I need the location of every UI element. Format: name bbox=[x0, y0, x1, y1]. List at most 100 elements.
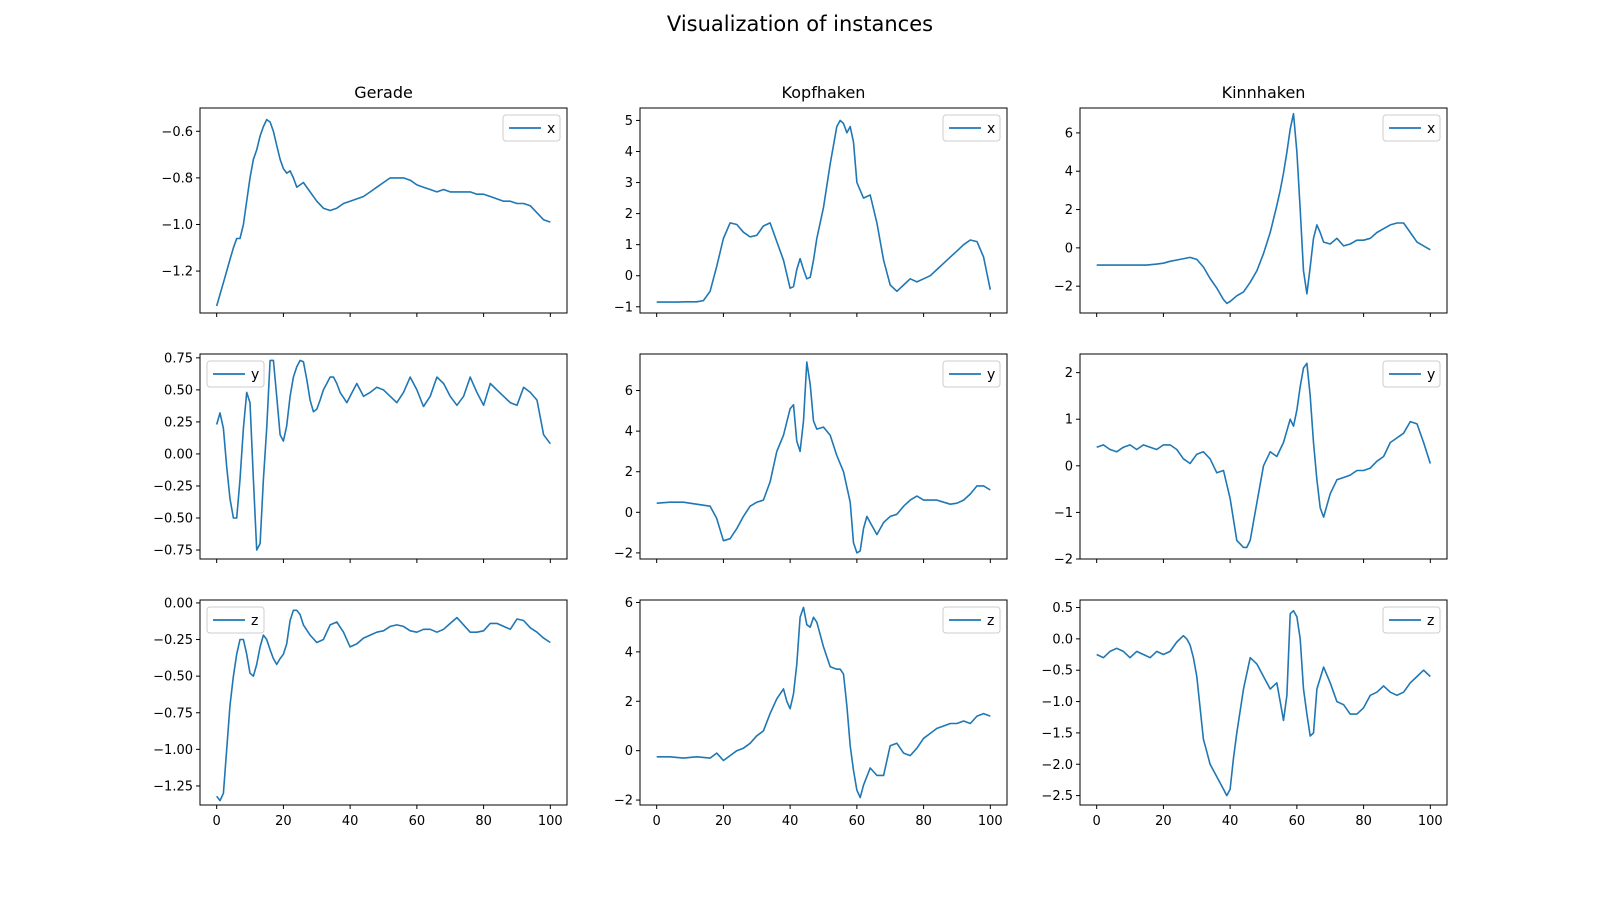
y-tick-label: −0.50 bbox=[153, 512, 193, 527]
subplot-title: Kinnhaken bbox=[1222, 83, 1306, 102]
y-tick-label: 4 bbox=[625, 645, 633, 660]
subplot-4: −0.75 −0.50 −0.25 0.00 0.25 0.50 0.75 y bbox=[153, 351, 568, 563]
y-tick-label: 2 bbox=[625, 465, 633, 480]
series-line bbox=[1096, 112, 1431, 305]
legend-label: z bbox=[1427, 613, 1434, 629]
x-tick-label: 0 bbox=[653, 814, 661, 829]
y-tick-label: 0.25 bbox=[164, 415, 193, 430]
y-tick-label: 0.00 bbox=[164, 596, 193, 611]
y-tick-label: 1 bbox=[1065, 413, 1073, 428]
y-tick-label: −0.5 bbox=[1041, 664, 1073, 679]
series-line bbox=[215, 359, 551, 551]
subplot-title: Gerade bbox=[354, 83, 413, 102]
legend: x bbox=[502, 114, 561, 142]
x-tick-label: 0 bbox=[1093, 814, 1101, 829]
y-tick-label: 6 bbox=[1065, 126, 1073, 141]
y-tick-label: −1.5 bbox=[1041, 726, 1073, 741]
x-tick-label: 60 bbox=[1289, 814, 1306, 829]
y-tick-label: 0 bbox=[625, 269, 633, 284]
x-tick-label: 80 bbox=[475, 814, 492, 829]
subplot-7: −1.25 −1.00 −0.75 −0.50 −0.25 0.00 0 20 40 60 80 10… bbox=[153, 596, 568, 829]
axes-frame bbox=[199, 107, 568, 314]
x-tick-label: 40 bbox=[342, 814, 359, 829]
series-line bbox=[656, 119, 992, 303]
y-tick-label: 6 bbox=[625, 596, 633, 611]
legend-label: x bbox=[547, 121, 555, 137]
legend-label: y bbox=[1427, 367, 1435, 383]
y-tick-label: −1.25 bbox=[153, 779, 193, 794]
y-tick-label: −0.75 bbox=[153, 706, 193, 721]
y-tick-label: −2.0 bbox=[1041, 758, 1073, 773]
y-tick-label: 0.50 bbox=[164, 383, 193, 398]
legend-label: x bbox=[987, 121, 995, 137]
x-tick-label: 20 bbox=[275, 814, 292, 829]
axes-frame bbox=[1079, 599, 1448, 806]
figure-title: Visualization of instances bbox=[666, 12, 934, 36]
y-tick-label: 0.00 bbox=[164, 447, 193, 462]
legend: z bbox=[942, 606, 1001, 634]
subplot-title: Kopfhaken bbox=[782, 83, 866, 102]
y-tick-label: 0 bbox=[1065, 459, 1073, 474]
y-tick-label: −0.75 bbox=[153, 544, 193, 559]
x-tick-label: 80 bbox=[915, 814, 932, 829]
y-tick-label: −0.25 bbox=[153, 479, 193, 494]
x-tick-label: 20 bbox=[715, 814, 732, 829]
legend-label: z bbox=[251, 613, 258, 629]
y-tick-label: −2.5 bbox=[1041, 789, 1073, 804]
axes-frame bbox=[1079, 353, 1448, 560]
subplot-9: −2.5 −2.0 −1.5 −1.0 −0.5 0.0 0.5 0 20 40 60 80 100 z bbox=[1041, 599, 1448, 829]
x-tick-label: 40 bbox=[1222, 814, 1239, 829]
y-tick-label: −2 bbox=[1054, 553, 1073, 568]
y-tick-label: −1.0 bbox=[161, 218, 193, 233]
y-tick-label: −0.8 bbox=[161, 171, 193, 186]
y-tick-label: −2 bbox=[614, 794, 633, 809]
axes-frame bbox=[639, 353, 1008, 560]
y-tick-label: 3 bbox=[625, 176, 633, 191]
y-tick-label: −1 bbox=[614, 300, 633, 315]
y-tick-label: −1 bbox=[1054, 506, 1073, 521]
axes-frame bbox=[639, 599, 1008, 806]
y-tick-label: 2 bbox=[625, 695, 633, 710]
subplot-5: −2 0 2 4 6 y bbox=[614, 353, 1008, 563]
y-tick-label: −1.00 bbox=[153, 743, 193, 758]
y-tick-label: 2 bbox=[1065, 366, 1073, 381]
axes-frame bbox=[199, 599, 568, 806]
y-tick-label: 2 bbox=[625, 207, 633, 222]
subplot-3: Kinnhaken −2 0 2 4 6 x bbox=[1054, 83, 1448, 317]
axes-frame bbox=[199, 353, 568, 560]
x-tick-label: 60 bbox=[409, 814, 426, 829]
y-tick-label: 0 bbox=[625, 506, 633, 521]
y-tick-label: −0.6 bbox=[161, 125, 193, 140]
legend: x bbox=[1382, 114, 1441, 142]
x-tick-label: 0 bbox=[213, 814, 221, 829]
y-tick-label: 4 bbox=[1065, 165, 1073, 180]
series-line bbox=[656, 606, 991, 799]
legend: y bbox=[1382, 360, 1441, 388]
legend-label: y bbox=[251, 367, 259, 383]
legend-label: y bbox=[987, 367, 995, 383]
y-tick-label: −1.2 bbox=[161, 265, 193, 280]
axes-frame bbox=[639, 107, 1008, 314]
y-tick-label: 4 bbox=[625, 425, 633, 440]
axes-frame bbox=[1079, 107, 1448, 314]
legend: z bbox=[206, 606, 265, 634]
y-tick-label: 5 bbox=[625, 114, 633, 129]
y-tick-label: 0.5 bbox=[1052, 601, 1073, 616]
y-tick-label: 0 bbox=[1065, 241, 1073, 256]
x-tick-label: 20 bbox=[1155, 814, 1172, 829]
x-tick-label: 80 bbox=[1355, 814, 1372, 829]
legend: x bbox=[942, 114, 1001, 142]
y-tick-label: 2 bbox=[1065, 203, 1073, 218]
x-tick-label: 100 bbox=[538, 814, 563, 829]
x-tick-label: 100 bbox=[978, 814, 1003, 829]
y-tick-label: −1.0 bbox=[1041, 695, 1073, 710]
y-tick-label: −2 bbox=[1054, 280, 1073, 295]
y-tick-label: 0 bbox=[625, 744, 633, 759]
y-tick-label: 6 bbox=[625, 384, 633, 399]
y-tick-label: −0.25 bbox=[153, 633, 193, 648]
legend: y bbox=[942, 360, 1001, 388]
x-tick-label: 40 bbox=[782, 814, 799, 829]
series-line bbox=[215, 118, 551, 307]
legend: y bbox=[206, 360, 265, 388]
y-tick-label: −0.50 bbox=[153, 670, 193, 685]
